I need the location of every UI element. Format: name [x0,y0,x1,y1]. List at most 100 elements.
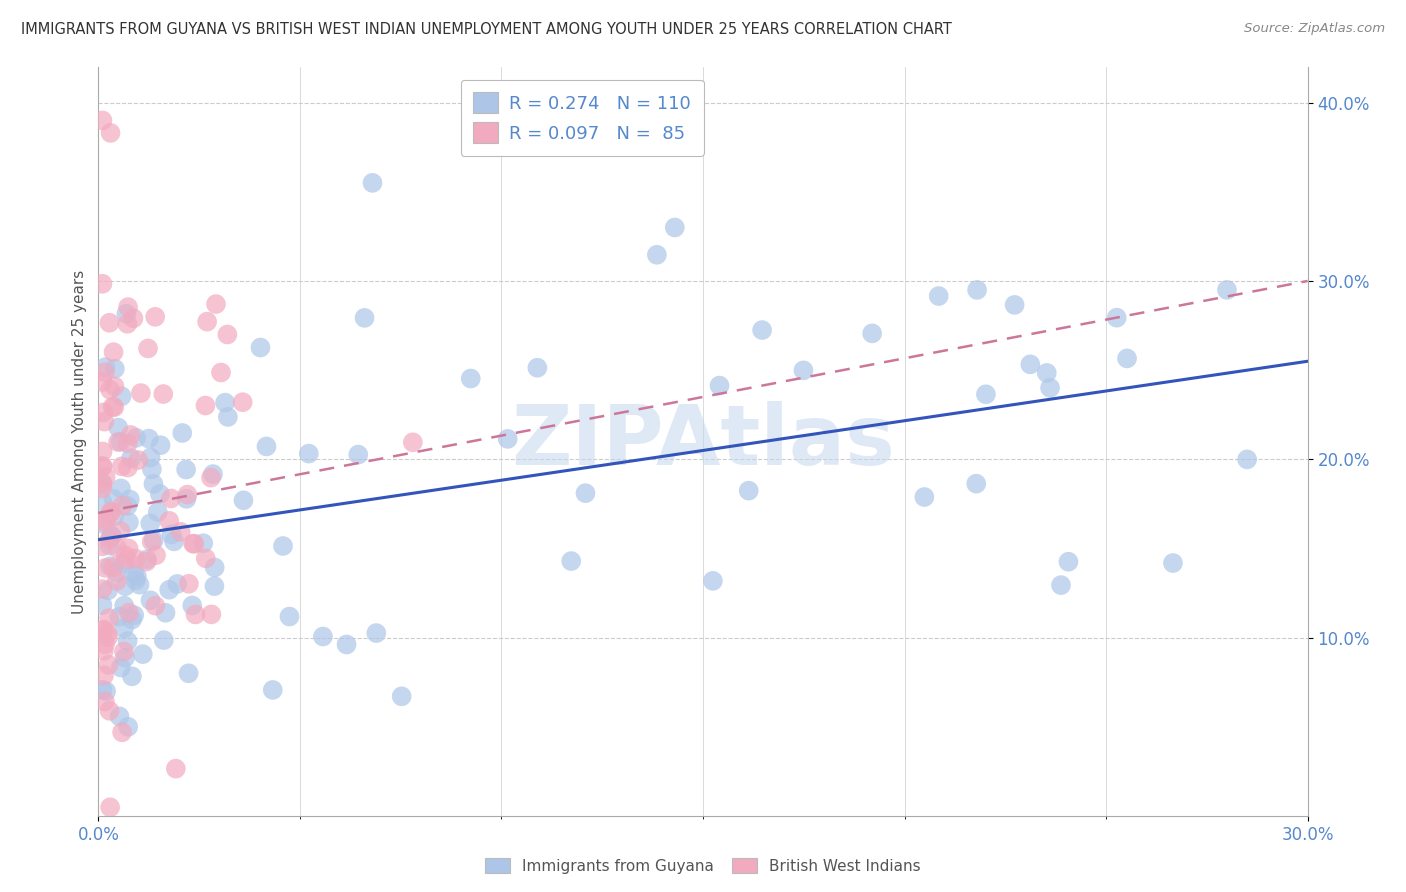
Point [122,311,145,326]
Point [860,326,883,341]
Point [91,516,114,531]
Point [110,434,132,449]
Point [105,541,128,555]
Point [1116,351,1139,366]
Point [112,599,135,613]
Point [100,126,122,140]
Point [110,482,132,496]
Point [460,371,482,385]
Point [1236,452,1258,467]
Point [496,432,519,446]
Point [94,512,117,526]
Point [117,541,139,556]
Point [157,514,180,528]
Text: Source: ZipAtlas.com: Source: ZipAtlas.com [1244,22,1385,36]
Point [118,492,141,507]
Point [209,366,232,380]
Point [97,657,120,672]
Point [103,379,125,393]
Point [91,682,114,697]
Point [117,552,139,566]
Point [111,725,134,739]
Point [105,574,128,588]
Point [966,283,988,297]
Point [98,704,121,718]
Point [125,569,148,583]
Point [107,435,129,450]
Point [181,536,204,550]
Point [91,459,114,474]
Point [249,341,271,355]
Point [204,560,226,574]
Point [91,277,114,291]
Point [232,395,254,409]
Point [91,375,114,389]
Point [98,800,121,814]
Point [111,499,134,513]
Point [112,557,135,571]
Point [200,470,222,484]
Point [93,515,115,529]
Point [664,220,686,235]
Point [98,611,121,625]
Point [174,462,197,476]
Point [91,624,114,638]
Point [91,458,114,473]
Point [97,583,120,598]
Point [163,534,186,549]
Point [217,409,239,424]
Point [129,386,152,401]
Point [152,387,174,401]
Point [91,495,114,509]
Point [166,577,188,591]
Point [117,317,139,331]
Point [135,555,157,569]
Point [118,516,141,530]
Point [143,310,166,324]
Point [160,491,183,506]
Text: ZIPAtlas: ZIPAtlas [510,401,896,482]
Point [204,579,226,593]
Point [1216,283,1239,297]
Point [94,360,117,375]
Point [139,516,162,531]
Point [139,450,162,465]
Point [117,300,139,314]
Point [1035,366,1057,380]
Point [141,534,163,549]
Point [94,470,117,484]
Point [107,420,129,434]
Point [194,551,217,566]
Point [93,623,115,637]
Point [1050,578,1073,592]
Point [127,453,149,467]
Point [117,634,139,648]
Point [278,609,301,624]
Point [142,533,165,548]
Point [1057,555,1080,569]
Point [312,630,335,644]
Point [105,566,128,580]
Point [928,289,950,303]
Text: IMMIGRANTS FROM GUYANA VS BRITISH WEST INDIAN UNEMPLOYMENT AMONG YOUTH UNDER 25 : IMMIGRANTS FROM GUYANA VS BRITISH WEST I… [21,22,952,37]
Point [117,720,139,734]
Point [751,323,773,337]
Point [145,548,167,562]
Point [103,491,125,506]
Point [125,574,148,588]
Point [353,310,375,325]
Point [101,560,124,574]
Point [139,593,162,607]
Point [93,643,115,657]
Point [101,400,124,414]
Point [110,660,132,674]
Point [117,460,139,475]
Point [120,428,142,442]
Point [201,467,224,481]
Point [361,176,384,190]
Point [262,682,284,697]
Point [98,532,121,546]
Point [122,566,145,580]
Legend: Immigrants from Guyana, British West Indians: Immigrants from Guyana, British West Ind… [479,852,927,880]
Point [176,487,198,501]
